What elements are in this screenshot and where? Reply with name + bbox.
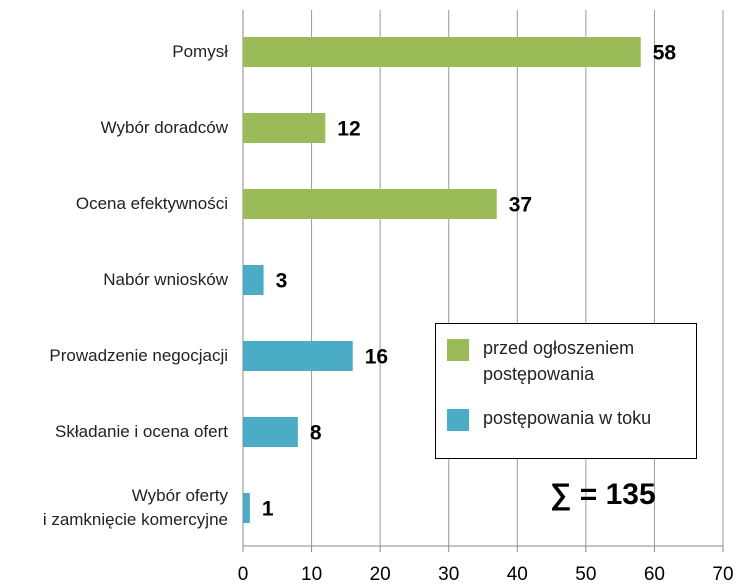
x-tick-label: 60 [644,564,665,585]
bar [243,341,353,371]
bar [243,37,641,67]
bar [243,417,298,447]
y-tick-label: Pomysł [172,42,228,61]
x-tick-label: 50 [575,564,596,585]
legend-item: przed ogłoszeniem postępowania [447,335,634,387]
data-label: 58 [653,42,677,65]
legend-item: postępowania w toku [447,405,651,431]
data-label: 3 [276,270,288,293]
legend: przed ogłoszeniem postępowania postępowan… [435,323,697,459]
x-tick-label: 10 [301,564,322,585]
data-label: 8 [310,422,322,445]
legend-swatch [447,339,469,361]
data-label: 12 [337,118,360,141]
x-tick-label: 0 [238,564,249,585]
y-tick-label: Składanie i ocena ofert [55,422,228,441]
data-label: 1 [262,498,274,521]
y-tick-label: Wybór doradców [100,118,228,137]
annotation: ∑ = 135 [550,478,656,511]
x-tick-label: 70 [712,564,733,585]
data-label: 37 [509,194,532,217]
y-tick-label: Wybór oferty i zamknięcie komercyjne [42,486,228,529]
bar [243,113,326,143]
legend-label: przed ogłoszeniem postępowania [483,338,635,384]
y-tick-label: Ocena efektywności [75,194,228,213]
x-tick-label: 40 [507,564,528,585]
y-tick-label: Prowadzenie negocjacji [49,346,228,365]
x-tick-label: 20 [370,564,391,585]
bar [243,189,497,219]
legend-label: postępowania w toku [483,408,652,428]
x-tick-label: 30 [438,564,459,585]
data-label: 16 [365,346,388,369]
bar [243,265,264,295]
y-tick-label: Nabór wniosków [103,270,228,289]
bar [243,493,250,523]
legend-swatch [447,409,469,431]
